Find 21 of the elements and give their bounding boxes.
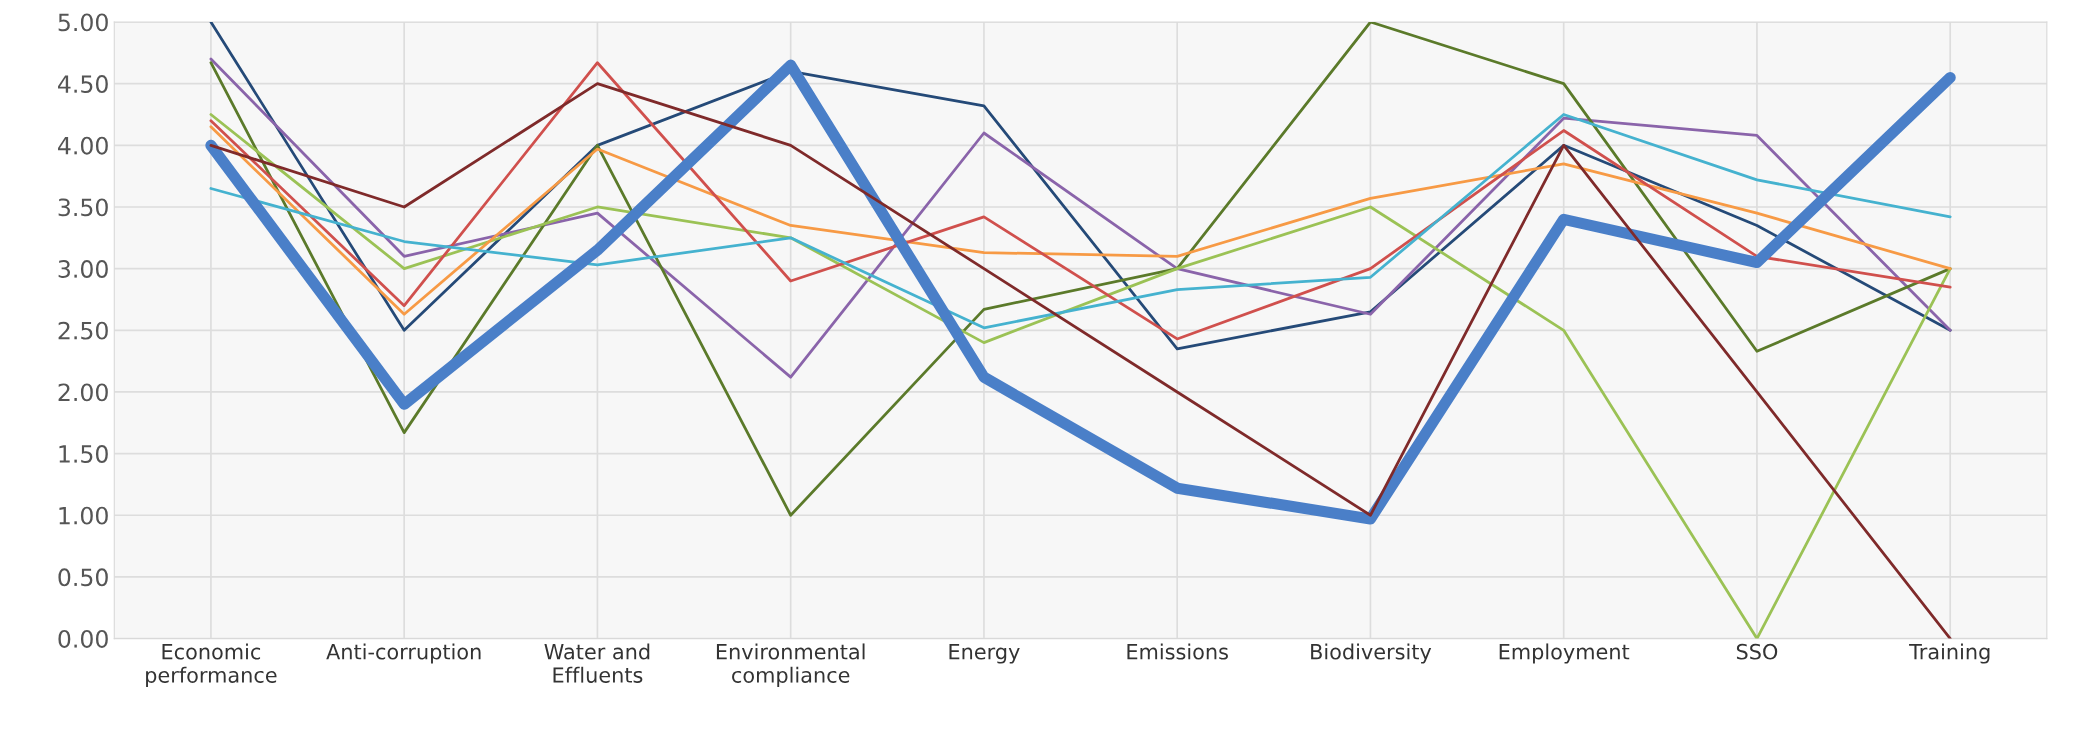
y-tick-label: 3.50 <box>58 198 108 217</box>
y-tick-label: 0.00 <box>58 630 108 648</box>
x-tick-label: Water and Effluents <box>544 643 650 683</box>
x-tick-label: Emissions <box>1127 643 1228 660</box>
x-tick-label: Energy <box>949 644 1020 664</box>
y-tick-label: 1.00 <box>59 506 108 525</box>
x-tick-label: Economic performance <box>146 643 277 687</box>
y-tick-label: 1.50 <box>59 445 108 463</box>
y-tick-label: 4.50 <box>58 75 108 93</box>
y-tick-label: 5.00 <box>58 13 108 32</box>
y-tick-label: 0.50 <box>58 568 108 587</box>
x-tick-label: Employment <box>1499 643 1630 664</box>
y-tick-label: 2.50 <box>58 321 108 340</box>
y-tick-label: 2.00 <box>58 383 108 402</box>
x-tick-label: Environmental compliance <box>716 643 865 687</box>
x-tick-label: Anti-corruption <box>326 643 481 664</box>
y-tick-label: 3.00 <box>58 260 108 278</box>
x-tick-label: SSO <box>1736 643 1778 660</box>
x-tick-label: Biodiversity <box>1311 643 1432 664</box>
y-tick-label: 4.00 <box>58 136 108 155</box>
x-tick-label: Training <box>1909 643 1990 664</box>
